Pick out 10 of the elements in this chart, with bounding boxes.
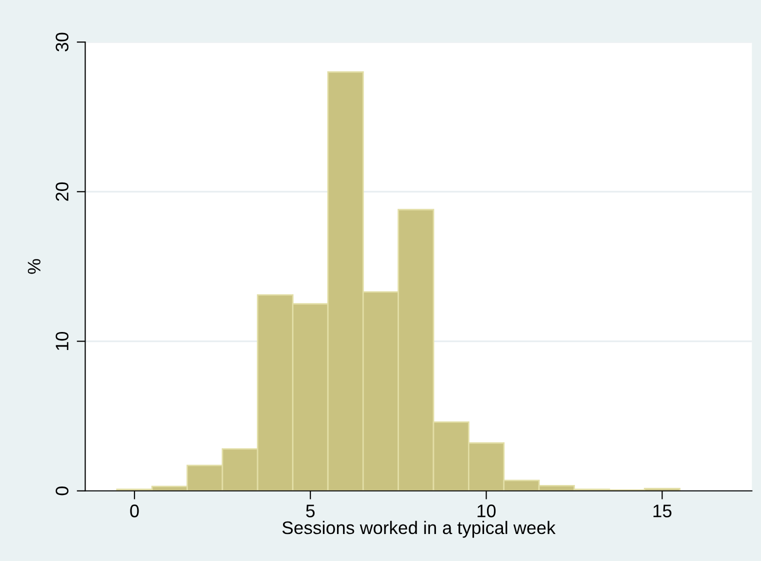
y-tick-label: 20 <box>56 182 68 201</box>
x-tick-label: 5 <box>306 504 315 518</box>
y-tick-label: 30 <box>56 32 68 52</box>
y-tick-label: 0 <box>56 486 68 496</box>
x-tick-label: 10 <box>478 504 496 518</box>
y-axis-title: % <box>28 259 40 274</box>
x-tick-label: 15 <box>654 504 672 518</box>
x-axis-title: Sessions worked in a typical week <box>282 520 556 538</box>
x-tick-label: 0 <box>130 504 139 518</box>
y-tick-label: 10 <box>56 332 68 350</box>
